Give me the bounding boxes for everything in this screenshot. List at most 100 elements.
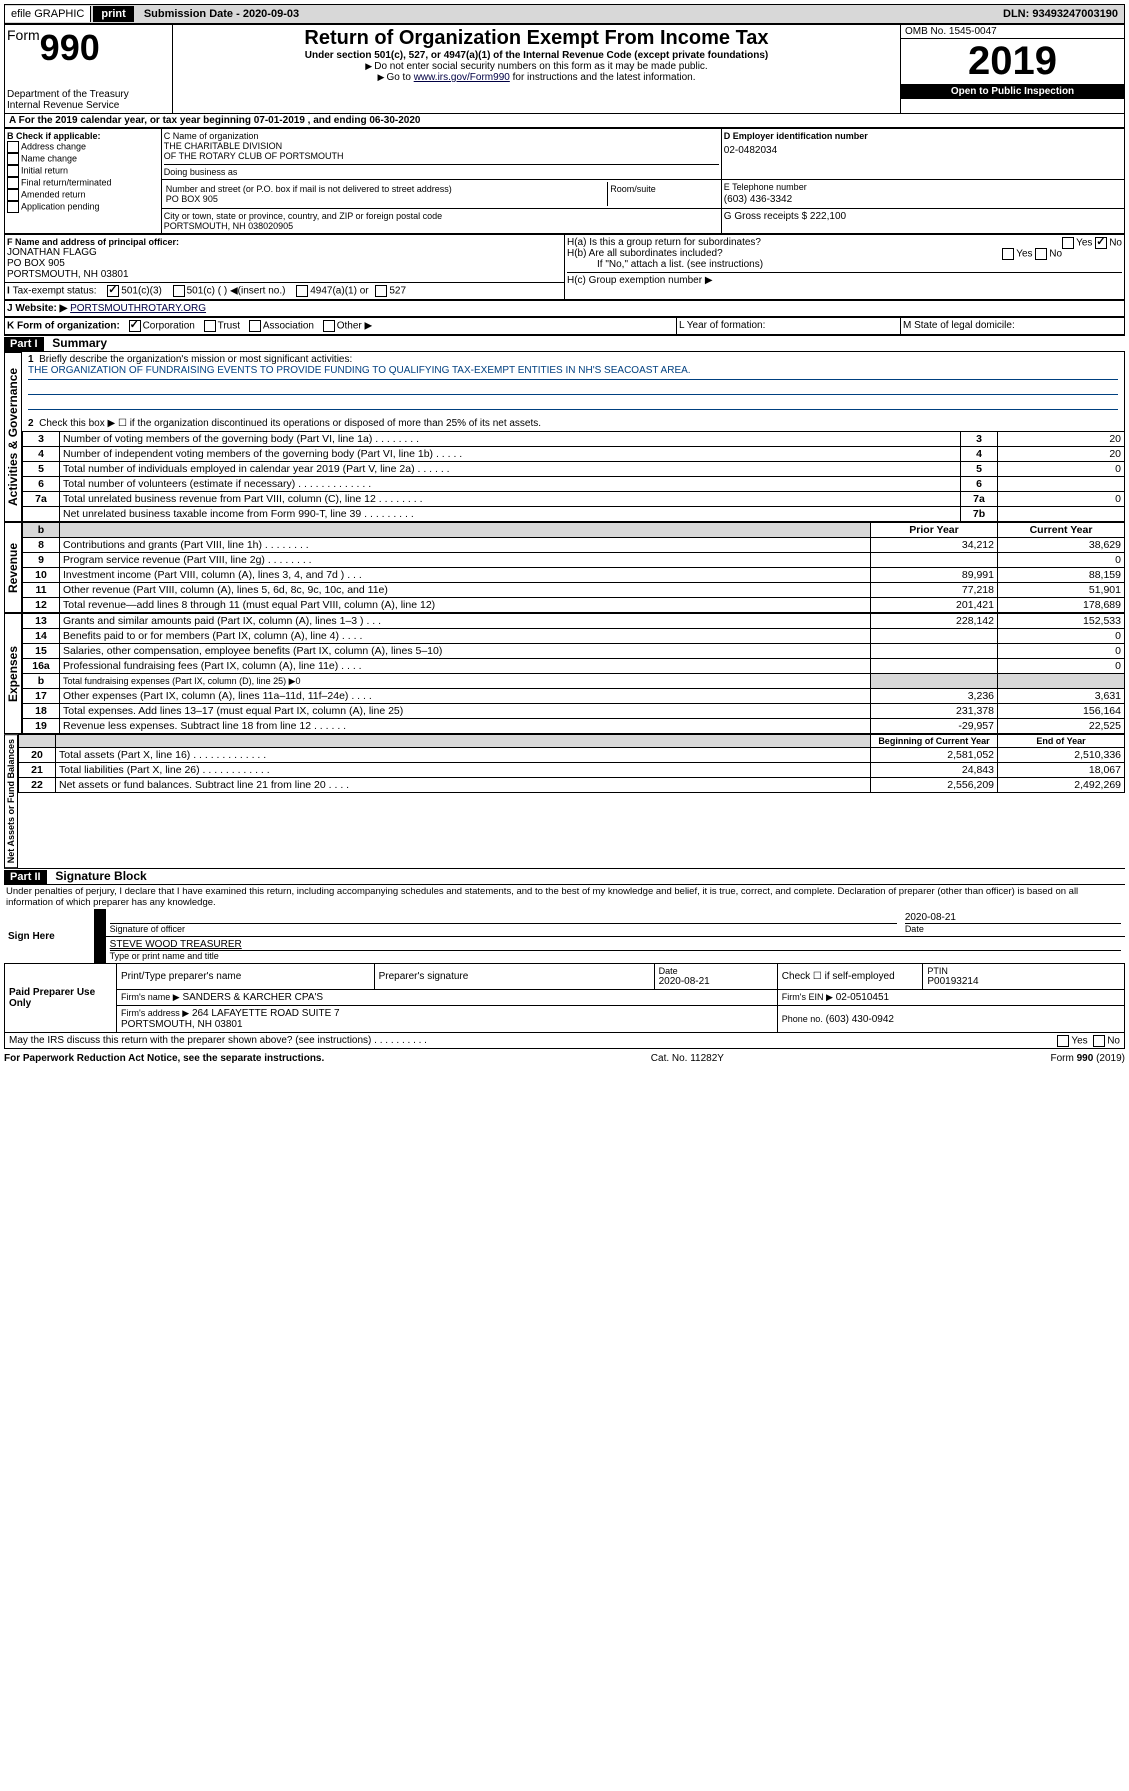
row-num: 4 bbox=[23, 447, 60, 462]
shaded-cell bbox=[871, 674, 998, 689]
box-k-label: K Form of organization: bbox=[7, 321, 120, 332]
checkbox-ha-yes[interactable] bbox=[1062, 237, 1074, 249]
row-current: 2,510,336 bbox=[998, 748, 1125, 763]
ein-value: 02-0482034 bbox=[724, 145, 1122, 156]
row-num: 20 bbox=[19, 748, 56, 763]
row-value: 0 bbox=[998, 462, 1125, 477]
checkbox-pending[interactable] bbox=[7, 201, 19, 213]
col-end: End of Year bbox=[998, 735, 1125, 748]
gross-receipts: G Gross receipts $ 222,100 bbox=[721, 209, 1124, 234]
row-text: Total revenue—add lines 8 through 11 (mu… bbox=[60, 598, 871, 613]
checkbox-address-change[interactable] bbox=[7, 141, 19, 153]
part1-title: Part I bbox=[4, 337, 44, 351]
row-prior: 89,991 bbox=[871, 568, 998, 583]
checkbox-assoc[interactable] bbox=[249, 320, 261, 332]
checkbox-discuss-no[interactable] bbox=[1093, 1035, 1105, 1047]
open-public-inspection: Open to Public Inspection bbox=[901, 84, 1124, 99]
row-prior: 34,212 bbox=[871, 538, 998, 553]
irs-link[interactable]: www.irs.gov/Form990 bbox=[414, 72, 510, 83]
row-current: 0 bbox=[998, 659, 1125, 674]
shaded-cell bbox=[998, 674, 1125, 689]
part2-title: Part II bbox=[4, 870, 47, 884]
city-label: City or town, state or province, country… bbox=[164, 211, 719, 221]
row-num: 6 bbox=[23, 477, 60, 492]
row-text: Contributions and grants (Part VIII, lin… bbox=[60, 538, 871, 553]
top-toolbar: efile GRAPHIC print Submission Date - 20… bbox=[4, 4, 1125, 24]
col-prior: Prior Year bbox=[871, 523, 998, 538]
row-text: Number of voting members of the governin… bbox=[60, 432, 961, 447]
box-d-label: D Employer identification number bbox=[724, 131, 1122, 141]
box-m-label: M State of legal domicile: bbox=[901, 318, 1125, 335]
checkbox-trust[interactable] bbox=[204, 320, 216, 332]
footer-left: For Paperwork Reduction Act Notice, see … bbox=[4, 1053, 324, 1064]
tax-period: For the 2019 calendar year, or tax year … bbox=[19, 115, 421, 126]
row-num: 9 bbox=[23, 553, 60, 568]
sig-date: 2020-08-21 bbox=[905, 912, 1121, 923]
row-current: 51,901 bbox=[998, 583, 1125, 598]
row-text: Program service revenue (Part VIII, line… bbox=[60, 553, 871, 568]
street-address: PO BOX 905 bbox=[166, 194, 606, 204]
row-rn: 6 bbox=[961, 477, 998, 492]
checkbox-4947[interactable] bbox=[296, 285, 308, 297]
row-num: 14 bbox=[23, 629, 60, 644]
box-c-name-label: C Name of organization bbox=[164, 131, 719, 141]
officer-addr1: PO BOX 905 bbox=[7, 258, 562, 269]
h3v: 2020-08-21 bbox=[659, 976, 773, 987]
checkbox-hb-no[interactable] bbox=[1035, 248, 1047, 260]
row-rn: 4 bbox=[961, 447, 998, 462]
officer-print-name: STEVE WOOD TREASURER bbox=[110, 939, 1121, 950]
checkbox-final[interactable] bbox=[7, 177, 19, 189]
row-text: Net unrelated business taxable income fr… bbox=[60, 507, 961, 522]
discuss-row: May the IRS discuss this return with the… bbox=[4, 1033, 1125, 1049]
dba-label: Doing business as bbox=[164, 164, 719, 177]
checkbox-discuss-yes[interactable] bbox=[1057, 1035, 1069, 1047]
box-f-label: F Name and address of principal officer: bbox=[7, 237, 562, 247]
row-value: 0 bbox=[998, 492, 1125, 507]
row-text: Revenue less expenses. Subtract line 18 … bbox=[60, 719, 871, 734]
part1-header: Part I Summary bbox=[4, 335, 1125, 352]
checkbox-other[interactable] bbox=[323, 320, 335, 332]
row-num bbox=[23, 507, 60, 522]
checkbox-amended[interactable] bbox=[7, 189, 19, 201]
sign-here-label: Sign Here bbox=[4, 909, 94, 963]
row-num: 5 bbox=[23, 462, 60, 477]
checkbox-corp[interactable] bbox=[129, 320, 141, 332]
arrow-icon bbox=[365, 61, 374, 72]
row-value bbox=[998, 477, 1125, 492]
row-num: 21 bbox=[19, 763, 56, 778]
checkbox-ha-no[interactable] bbox=[1095, 237, 1107, 249]
h1: Print/Type preparer's name bbox=[117, 964, 375, 990]
h3: Date bbox=[659, 966, 773, 976]
mission-blank bbox=[28, 380, 1118, 395]
row-current: 0 bbox=[998, 644, 1125, 659]
date-label: Date bbox=[905, 923, 1121, 934]
note-goto-a: Go to bbox=[386, 72, 413, 83]
form-header: Form990 Department of the Treasury Inter… bbox=[4, 24, 1125, 114]
box-e-label: E Telephone number bbox=[724, 182, 1122, 192]
checkbox-hb-yes[interactable] bbox=[1002, 248, 1014, 260]
checkbox-501c[interactable] bbox=[173, 285, 185, 297]
box-b-label: B Check if applicable: bbox=[7, 131, 159, 141]
form-label: Form bbox=[7, 27, 40, 43]
row-num: 3 bbox=[23, 432, 60, 447]
phone-value2: (603) 430-0942 bbox=[826, 1014, 894, 1025]
h4: Check ☐ if self-employed bbox=[777, 964, 923, 990]
org-name: THE CHARITABLE DIVISION OF THE ROTARY CL… bbox=[164, 141, 719, 161]
sign-arrow-icon bbox=[94, 909, 106, 963]
print-button[interactable]: print bbox=[93, 6, 133, 22]
row-text: Grants and similar amounts paid (Part IX… bbox=[60, 614, 871, 629]
mission-text: THE ORGANIZATION OF FUNDRAISING EVENTS T… bbox=[28, 365, 1118, 380]
ha-label: H(a) Is this a group return for subordin… bbox=[567, 237, 761, 248]
row-prior: -29,957 bbox=[871, 719, 998, 734]
row-num: 13 bbox=[23, 614, 60, 629]
checkbox-name-change[interactable] bbox=[7, 153, 19, 165]
checkbox-527[interactable] bbox=[375, 285, 387, 297]
note-goto-b: for instructions and the latest informat… bbox=[510, 72, 696, 83]
checkbox-initial[interactable] bbox=[7, 165, 19, 177]
row-num: 17 bbox=[23, 689, 60, 704]
row16b-text: Total fundraising expenses (Part IX, col… bbox=[60, 674, 871, 689]
checkbox-501c3[interactable] bbox=[107, 285, 119, 297]
row-text: Total number of individuals employed in … bbox=[60, 462, 961, 477]
officer-name: JONATHAN FLAGG bbox=[7, 247, 562, 258]
website-link[interactable]: PORTSMOUTHROTARY.ORG bbox=[70, 303, 206, 314]
